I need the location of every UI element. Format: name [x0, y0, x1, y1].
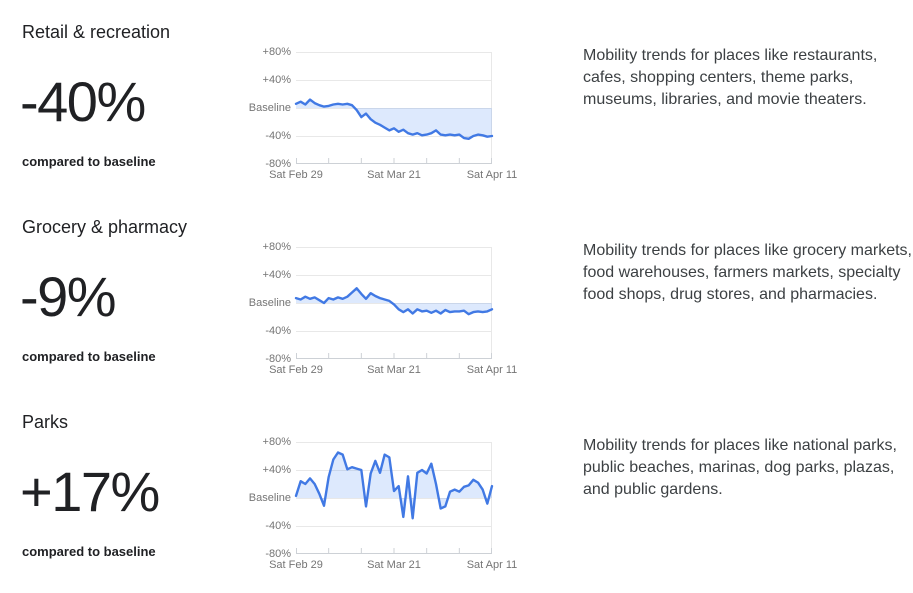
percent-change-value: +17%	[20, 460, 160, 523]
y-axis-baseline-label: Baseline	[248, 297, 291, 309]
y-axis-tick-label: +40%	[262, 74, 291, 86]
section-description: Mobility trends for places like grocery …	[583, 242, 912, 303]
section-title: Grocery & pharmacy	[22, 217, 188, 237]
section-description: Mobility trends for places like national…	[583, 437, 897, 498]
baseline-caption: compared to baseline	[22, 154, 156, 169]
baseline-caption: compared to baseline	[22, 544, 156, 559]
y-axis-tick-label: -40%	[265, 325, 291, 337]
section-title: Retail & recreation	[22, 22, 171, 42]
y-axis-tick-label: -40%	[265, 130, 291, 142]
y-axis-tick-label: -80%	[265, 158, 291, 170]
mobility-chart: +80% +40% Baseline -40% -80% Sat Feb 29 …	[243, 241, 517, 381]
x-axis-tick-label: Sat Apr 11	[466, 364, 518, 376]
y-axis-tick-label: +80%	[262, 436, 291, 448]
mobility-chart: +80% +40% Baseline -40% -80% Sat Feb 29 …	[243, 46, 517, 186]
section-retail-recreation: Retail & recreation -40% compared to bas…	[0, 0, 913, 195]
mobility-chart: +80% +40% Baseline -40% -80% Sat Feb 29 …	[243, 436, 517, 576]
y-axis-tick-label: +80%	[262, 46, 291, 58]
section-description: Mobility trends for places like restaura…	[583, 47, 878, 108]
percent-change-value: -40%	[20, 70, 146, 133]
x-axis-tick-label: Sat Mar 21	[367, 364, 421, 376]
y-axis-tick-label: +40%	[262, 269, 291, 281]
y-axis-tick-label: +40%	[262, 464, 291, 476]
x-axis-tick-label: Sat Apr 11	[466, 559, 518, 571]
section-grocery-pharmacy: Grocery & pharmacy -9% compared to basel…	[0, 195, 913, 390]
x-axis-tick-label: Sat Feb 29	[269, 169, 323, 181]
x-axis-tick-label: Sat Mar 21	[367, 559, 421, 571]
section-parks: Parks +17% compared to baseline +80% +40…	[0, 390, 913, 585]
section-title: Parks	[22, 412, 69, 432]
y-axis-tick-label: -80%	[265, 548, 291, 560]
x-axis-tick-label: Sat Feb 29	[269, 559, 323, 571]
y-axis-tick-label: -80%	[265, 353, 291, 365]
x-axis-tick-label: Sat Apr 11	[466, 169, 518, 181]
baseline-caption: compared to baseline	[22, 349, 156, 364]
y-axis-baseline-label: Baseline	[248, 102, 291, 114]
percent-change-value: -9%	[20, 265, 117, 328]
x-axis-tick-label: Sat Mar 21	[367, 169, 421, 181]
y-axis-tick-label: -40%	[265, 520, 291, 532]
mobility-sparkline	[294, 442, 494, 554]
x-axis-tick-label: Sat Feb 29	[269, 364, 323, 376]
mobility-sparkline	[294, 52, 494, 164]
mobility-sparkline	[294, 247, 494, 359]
y-axis-baseline-label: Baseline	[248, 492, 291, 504]
y-axis-tick-label: +80%	[262, 241, 291, 253]
